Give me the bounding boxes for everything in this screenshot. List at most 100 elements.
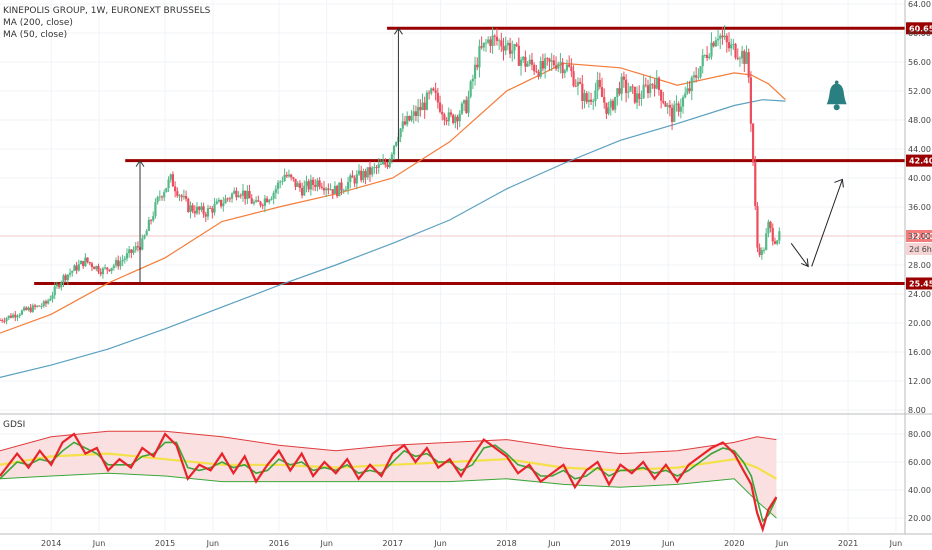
candle-body	[128, 249, 131, 254]
candle-body	[618, 88, 621, 94]
time-tick-label: Jun	[661, 539, 675, 548]
candle-body	[714, 40, 717, 47]
projection-up-head	[834, 178, 844, 188]
candle-body	[484, 42, 488, 44]
candle-body	[40, 306, 43, 307]
osc-tick-label: 40.00	[908, 486, 931, 495]
candle-body	[198, 206, 201, 210]
osc-tick-label: 20.00	[908, 514, 931, 523]
candle-body	[491, 35, 494, 46]
time-tick-label: Jun	[92, 539, 106, 548]
time-tick-label: Jun	[206, 539, 220, 548]
candle-body	[84, 257, 87, 267]
candle-body	[386, 164, 389, 168]
candle-body	[252, 201, 256, 204]
measure-arrow-head	[394, 27, 403, 35]
candle-body	[360, 170, 363, 181]
price-tick-label: 16.00	[908, 348, 931, 357]
current-price-label: 32.00	[909, 232, 932, 241]
candle-body	[401, 121, 404, 129]
candle-body	[368, 167, 372, 175]
candle-body	[193, 211, 196, 214]
candle-body	[695, 75, 698, 78]
candle-body	[563, 70, 566, 74]
price-tick-label: 40.00	[908, 174, 931, 183]
candle-body	[314, 184, 317, 187]
candle-body	[204, 214, 207, 217]
candle-body	[412, 111, 415, 116]
candle-body	[414, 111, 418, 116]
candle-body	[344, 189, 347, 191]
candle-body	[570, 66, 573, 72]
candle-body	[760, 250, 763, 255]
candle-body	[73, 265, 76, 271]
candle-body	[132, 249, 135, 253]
osc-band-fill	[0, 431, 777, 518]
candle-body	[121, 259, 124, 262]
candle-body	[379, 164, 383, 165]
candle-body	[493, 35, 496, 37]
alert-bell-icon[interactable]	[826, 80, 847, 111]
candle-body	[298, 183, 302, 189]
candle-body	[0, 320, 2, 321]
candle-body	[165, 188, 168, 193]
candle-body	[123, 258, 126, 260]
level-tag	[906, 277, 932, 290]
candle-body	[427, 92, 431, 94]
candle-body	[7, 315, 10, 319]
candle-body	[281, 181, 284, 182]
candle-body	[515, 44, 518, 46]
candle-body	[712, 42, 715, 47]
candle-body	[178, 195, 181, 197]
candle-body	[27, 307, 30, 310]
candle-body	[346, 181, 350, 190]
candle-body	[603, 96, 606, 103]
osc-band-lower	[0, 472, 777, 519]
candle-body	[749, 77, 752, 124]
level-tag	[906, 154, 932, 167]
candle-body	[716, 38, 720, 41]
candle-body	[596, 79, 599, 91]
candle-body	[114, 260, 118, 266]
candle-body	[97, 266, 100, 272]
candle-body	[662, 100, 665, 103]
candle-body	[200, 206, 203, 210]
bell-body	[826, 83, 847, 105]
candle-body	[246, 190, 249, 199]
candle-body	[349, 175, 352, 182]
drawings[interactable]	[135, 27, 847, 284]
candle-body	[642, 84, 645, 99]
candle-body	[307, 181, 310, 190]
candle-body	[95, 266, 98, 270]
candle-body	[237, 195, 240, 198]
candle-body	[184, 196, 188, 199]
candle-body	[325, 188, 328, 191]
candle-body	[673, 104, 676, 122]
ma200-line	[0, 99, 786, 378]
candle-body	[463, 100, 466, 104]
candle-body	[1, 320, 4, 321]
candle-body	[504, 45, 507, 51]
candle-body	[106, 267, 109, 270]
candle-body	[213, 204, 216, 213]
candle-body	[44, 301, 48, 304]
candle-body	[329, 189, 332, 191]
projection-up-leg[interactable]	[811, 179, 843, 267]
candle-body	[392, 145, 396, 155]
candle-body	[664, 102, 667, 107]
candle-body	[202, 206, 205, 215]
candle-body	[478, 46, 481, 68]
time-tick-label: 2016	[269, 539, 289, 548]
candle-body	[747, 52, 750, 78]
candle-body	[268, 199, 271, 203]
candle-body	[600, 87, 604, 97]
candle-body	[443, 114, 446, 120]
projection-down-leg[interactable]	[790, 243, 809, 267]
candle-body	[158, 196, 161, 198]
candle-body	[5, 318, 8, 322]
candle-body	[537, 71, 540, 77]
candle-body	[476, 64, 479, 68]
horizontal-levels[interactable]: 60.65 42.40 25.45 32.00 2d 6h	[0, 22, 932, 290]
candle-body	[498, 40, 501, 42]
